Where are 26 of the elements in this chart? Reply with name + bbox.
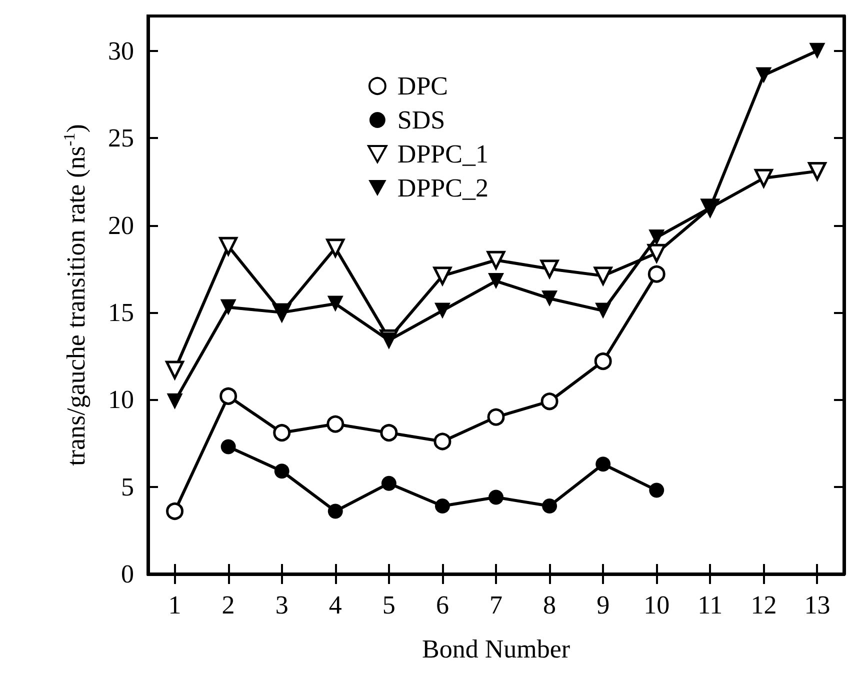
x-tick-label: 12: [750, 590, 777, 620]
legend-label: DPPC_2: [397, 174, 488, 202]
y-tick-label: 15: [108, 298, 134, 327]
x-tick-label: 3: [275, 590, 288, 620]
legend-label: DPPC_1: [397, 140, 488, 168]
y-tick-label: 5: [121, 472, 134, 502]
x-tick-label: 1: [168, 590, 182, 620]
x-tick-label: 6: [436, 590, 449, 620]
x-tick-label: 9: [596, 590, 610, 620]
x-tick-label: 10: [644, 590, 670, 620]
x-tick-label: 2: [222, 590, 235, 620]
legend-label: SDS: [397, 106, 446, 134]
x-tick-label: 7: [490, 590, 502, 620]
y-tick-label: 20: [108, 210, 134, 240]
x-tick-label: 13: [804, 590, 830, 620]
legend-label: DPC: [397, 72, 448, 100]
y-axis-title: trans/gauche transition rate (ns-1): [62, 124, 90, 466]
y-tick-label: 25: [108, 124, 134, 153]
x-axis-title: Bond Number: [422, 634, 570, 664]
y-tick-label: 10: [108, 385, 134, 414]
x-tick-label: 5: [382, 590, 396, 620]
x-tick-label: 8: [543, 590, 556, 620]
y-tick-label: 30: [108, 36, 134, 66]
y-tick-label: 0: [121, 560, 134, 588]
x-tick-label: 4: [328, 590, 342, 620]
x-tick-label: 11: [698, 590, 723, 620]
